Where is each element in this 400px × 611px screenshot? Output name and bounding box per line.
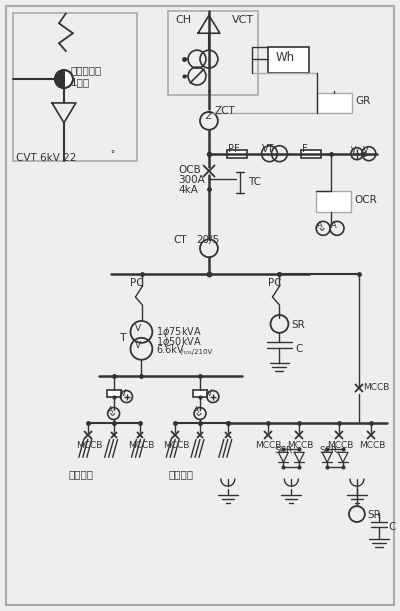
Text: SR: SR	[291, 320, 305, 330]
Text: 1号柱: 1号柱	[71, 77, 90, 87]
Text: SCR: SCR	[319, 447, 338, 455]
Text: VCT: VCT	[232, 15, 254, 25]
Text: 20/5: 20/5	[196, 235, 219, 246]
Text: MCCB: MCCB	[256, 441, 282, 450]
Text: CT: CT	[173, 235, 187, 246]
Text: A: A	[317, 221, 323, 230]
Text: MCCB: MCCB	[287, 441, 314, 450]
Text: SCR: SCR	[274, 447, 293, 455]
Text: GR: GR	[355, 96, 370, 106]
Text: A: A	[108, 406, 113, 415]
Text: MCCB: MCCB	[128, 441, 155, 450]
Text: C: C	[295, 344, 303, 354]
Text: /₁₀₅/210V: /₁₀₅/210V	[181, 349, 212, 355]
Text: V: V	[207, 389, 212, 398]
Text: ZCT: ZCT	[215, 106, 236, 116]
Text: A: A	[194, 406, 200, 415]
Text: MCCB: MCCB	[363, 382, 389, 392]
Text: CVT 6kV 22: CVT 6kV 22	[16, 153, 77, 163]
Text: °: °	[111, 150, 115, 159]
Text: V: V	[363, 146, 369, 155]
Bar	[107, 390, 120, 397]
Text: 責任分界点: 責任分界点	[71, 65, 102, 75]
Text: V: V	[351, 146, 356, 155]
Text: PC: PC	[268, 278, 281, 288]
Text: 動力負荷: 動力負荷	[168, 469, 193, 479]
Text: MCCB: MCCB	[163, 441, 190, 450]
Bar	[193, 390, 207, 397]
Text: MCCB: MCCB	[359, 441, 385, 450]
Text: OCB: OCB	[178, 164, 201, 175]
Text: MCCB: MCCB	[327, 441, 354, 450]
Bar	[317, 93, 352, 113]
Polygon shape	[55, 70, 64, 88]
Circle shape	[55, 70, 73, 88]
Bar	[268, 47, 309, 73]
Text: OCR: OCR	[354, 194, 377, 205]
Bar	[168, 12, 258, 95]
Text: 300A: 300A	[178, 175, 205, 185]
Text: T: T	[120, 333, 126, 343]
Text: CH: CH	[175, 15, 191, 25]
Text: SR: SR	[368, 510, 382, 520]
Bar	[227, 150, 247, 158]
Text: F: F	[302, 144, 308, 154]
Text: 6.6kV: 6.6kV	[156, 345, 184, 355]
Text: Z: Z	[205, 112, 211, 121]
Text: Wh: Wh	[276, 51, 294, 64]
Text: V: V	[135, 342, 142, 350]
Text: 1$\phi$75kVA: 1$\phi$75kVA	[156, 325, 202, 339]
Bar	[316, 191, 351, 213]
Text: PC: PC	[130, 278, 144, 288]
Text: 1$\phi$50kVA: 1$\phi$50kVA	[156, 335, 202, 349]
Text: V: V	[135, 324, 142, 334]
Text: C: C	[389, 522, 396, 532]
Bar	[301, 150, 321, 158]
Text: 電灯負荷: 電灯負荷	[69, 469, 94, 479]
Text: V: V	[121, 389, 126, 398]
Text: VT: VT	[262, 144, 274, 154]
Text: PF: PF	[228, 144, 240, 154]
Text: A: A	[331, 221, 337, 230]
Text: 4kA: 4kA	[178, 185, 198, 194]
Bar	[13, 13, 138, 161]
Text: TC: TC	[248, 177, 261, 186]
Text: MCCB: MCCB	[76, 441, 102, 450]
